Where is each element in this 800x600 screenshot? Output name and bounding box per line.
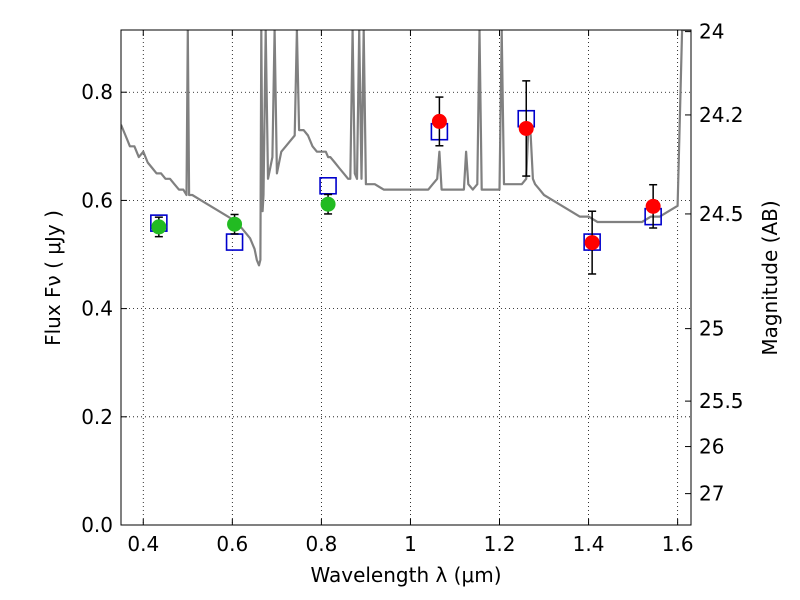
- y-tick-label: 0.6: [81, 188, 113, 212]
- model-square: [319, 177, 337, 195]
- x-tick-label: 1.4: [573, 532, 605, 556]
- x-tick-label: 0.4: [127, 532, 159, 556]
- y-tick-label: 0.4: [81, 297, 113, 321]
- y2-tick-label: 24.5: [699, 202, 744, 226]
- y-axis-label: Flux Fν ( μJy ): [41, 210, 65, 346]
- grid-lines: [121, 30, 691, 526]
- nir-point: [518, 120, 534, 136]
- x-tick-label: 1: [404, 532, 417, 556]
- model-square: [225, 233, 244, 251]
- plot-area: [121, 30, 691, 275]
- y-tick-label: 0.8: [81, 80, 113, 104]
- nir-point: [431, 113, 447, 129]
- y2-axis-label: Magnitude (AB): [758, 200, 782, 355]
- nir-point: [645, 198, 661, 214]
- y-tick-label: 0.2: [81, 405, 113, 429]
- y2-tick-label: 25.5: [699, 389, 744, 413]
- y2-tick-label: 27: [699, 482, 724, 506]
- y2-tick-label: 26: [699, 435, 724, 459]
- nir-point: [584, 235, 600, 251]
- x-tick-label: 1.2: [484, 532, 516, 556]
- x-tick-label: 0.8: [305, 532, 337, 556]
- optical-point: [320, 196, 336, 212]
- y-tick-label: 0.0: [81, 513, 113, 537]
- y2-tick-label: 25: [699, 317, 724, 341]
- optical-point: [151, 219, 167, 235]
- x-tick-label: 1.6: [662, 532, 694, 556]
- y2-tick-label: 24.2: [699, 103, 744, 127]
- x-axis-label: Wavelength λ (μm): [310, 563, 501, 587]
- optical-point: [227, 216, 243, 232]
- x-tick-label: 0.6: [216, 532, 248, 556]
- y2-tick-label: 24: [699, 20, 724, 44]
- axis-ticks: 0.4 0.6 0.8 1 1.2 1.4 1.6 0.0 0.2 0.4 0.6 0.8 24 24.2…: [81, 20, 743, 556]
- plot-frame: [120, 29, 692, 526]
- spectrum-line: [121, 30, 691, 267]
